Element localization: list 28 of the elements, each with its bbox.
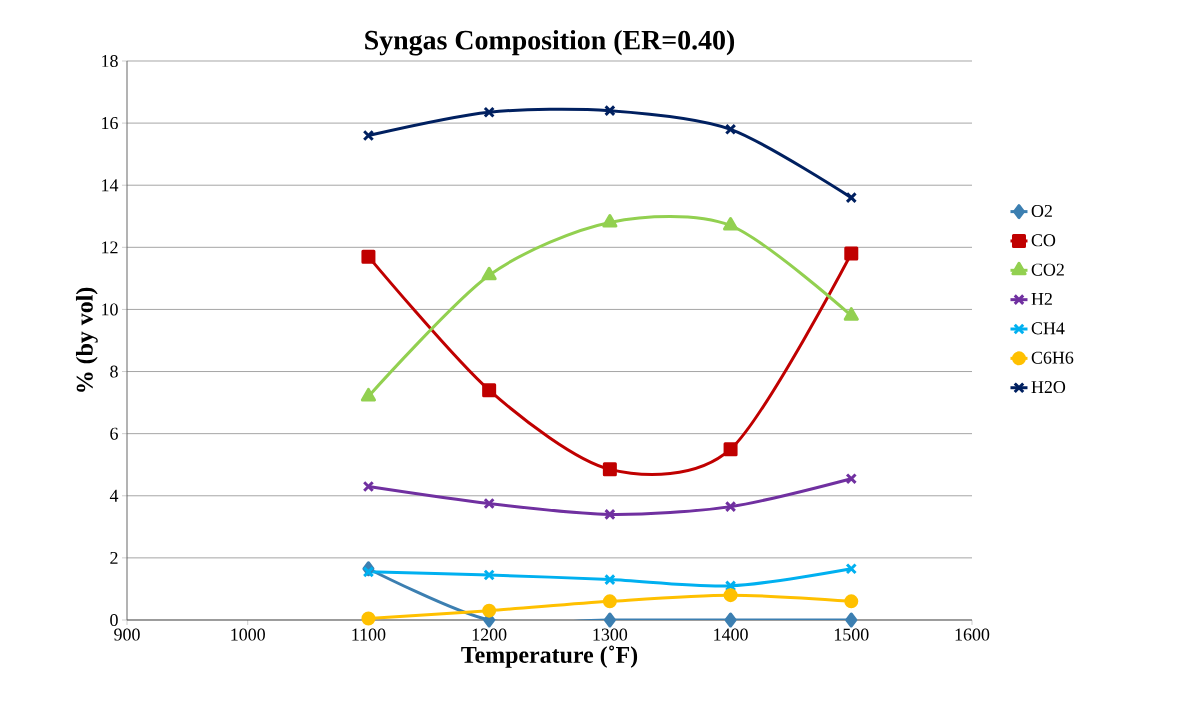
legend-label: H2: [1031, 292, 1052, 305]
x-tick-label: 1400: [714, 628, 748, 641]
legend-label: O2: [1031, 204, 1052, 217]
x-tick-label: 1600: [955, 628, 990, 641]
x-tick-label: 1000: [231, 628, 265, 641]
y-tick-label: 18: [102, 54, 118, 68]
legend-label: C6H6: [1031, 351, 1074, 364]
y-tick-label: 0: [110, 613, 118, 627]
y-axis-title: % (by vol): [75, 287, 98, 392]
x-tick-label: 1100: [352, 628, 386, 641]
y-tick-label: 4: [109, 489, 119, 502]
y-tick-label: 14: [102, 179, 119, 192]
x-tick-label: 1200: [472, 628, 507, 641]
legend-label: H2O: [1031, 381, 1066, 394]
y-tick-label: 6: [110, 427, 118, 440]
y-tick-label: 2: [110, 551, 118, 564]
y-tick-label: 8: [110, 365, 118, 378]
legend-label: CH4: [1031, 322, 1065, 335]
x-tick-label: 1300: [593, 628, 628, 641]
y-tick-label: 10: [102, 303, 118, 316]
y-tick-label: 12: [102, 241, 118, 254]
chart-title: Syngas Composition (ER=0.40): [365, 29, 735, 56]
legend-label: CO: [1031, 234, 1056, 247]
x-tick-label: 1500: [834, 628, 869, 641]
legend-label: CO2: [1031, 263, 1064, 276]
x-tick-label: 900: [114, 628, 140, 641]
y-tick-label: 16: [102, 117, 118, 130]
x-axis-title: Temperature (˚F): [461, 645, 638, 668]
